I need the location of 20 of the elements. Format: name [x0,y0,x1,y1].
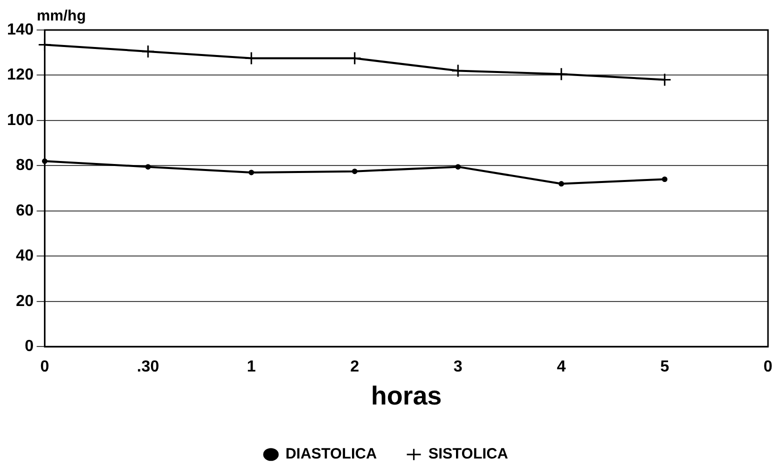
y-tick-label: 100 [6,112,34,129]
x-tick-label: .30 [136,358,160,376]
y-tick-label: 60 [16,202,34,220]
x-tick-label: 1 [246,358,256,376]
x-tick-label: 4 [556,358,566,376]
x-tick-label: 2 [350,358,360,376]
legend-label: DIASTOLICA [285,446,377,463]
x-axis-title: horas [370,380,442,411]
legend-label: SISTOLICA [428,446,508,463]
y-tick-label: 80 [16,157,34,174]
y-tick-label: 20 [16,292,34,310]
x-tick-label: 0 [764,358,773,376]
x-tick-label: 3 [454,358,463,376]
x-tick-label: 5 [660,358,670,376]
y-tick-label: 140 [6,21,34,38]
y-axis-title: mm/hg [36,8,86,25]
y-tick-label: 40 [16,248,34,265]
x-tick-label: 0 [40,358,50,376]
y-tick-label: 0 [24,338,34,356]
y-tick-label: 120 [6,66,34,84]
